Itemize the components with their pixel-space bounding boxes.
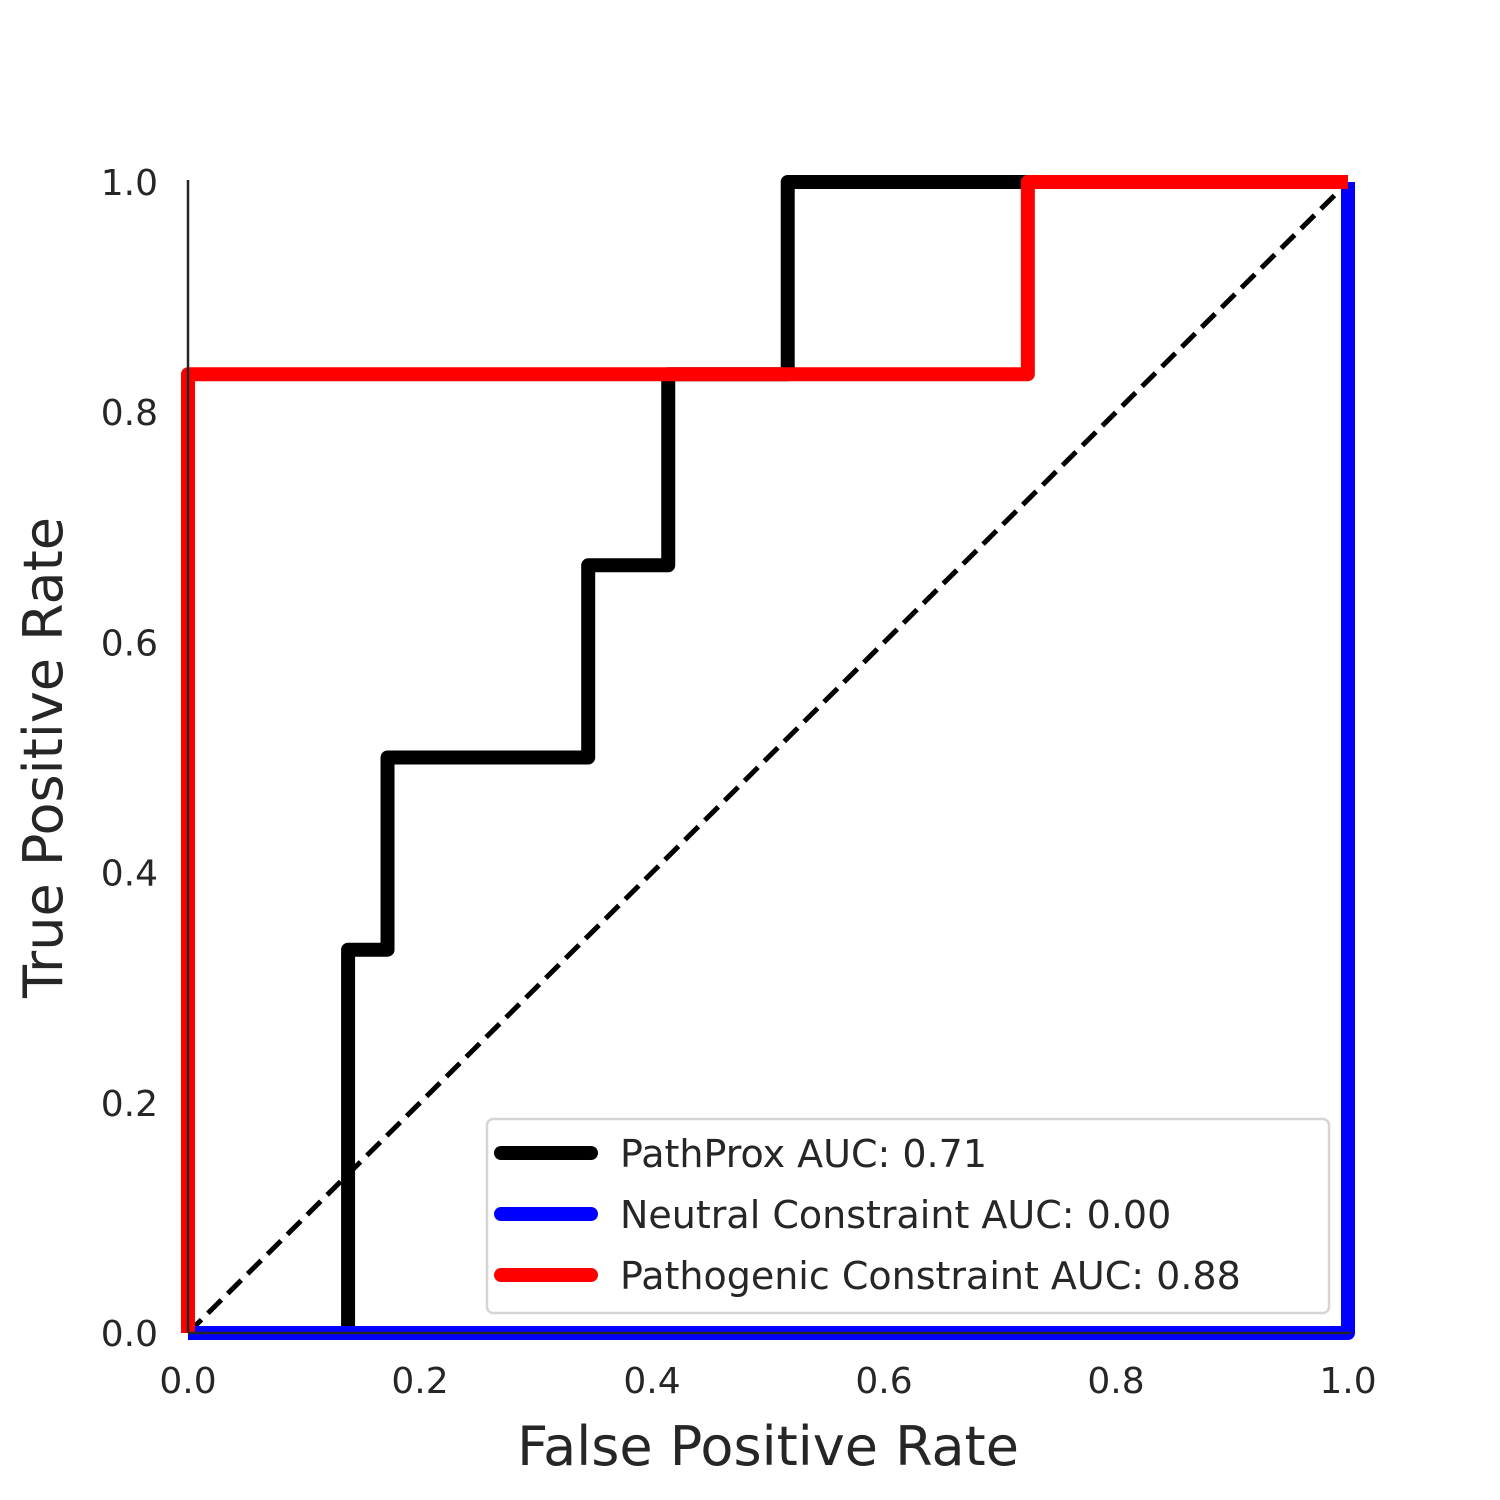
reference-diagonal-line <box>186 180 1350 1335</box>
x-axis-title: False Positive Rate <box>517 1415 1019 1478</box>
series-line-0 <box>341 175 1348 1333</box>
y-tick-label: 0.6 <box>101 623 158 664</box>
legend-label-2: Pathogenic Constraint AUC: 0.88 <box>620 1254 1241 1298</box>
y-tick-label: 0.8 <box>101 393 158 434</box>
y-axis-title: True Positive Rate <box>12 517 75 999</box>
x-tick-label: 0.2 <box>391 1361 448 1402</box>
y-tick-label: 0.2 <box>101 1084 158 1125</box>
y-tick-label: 0.4 <box>101 854 158 895</box>
y-tick-label: 1.0 <box>101 163 158 204</box>
axes <box>186 180 1351 1335</box>
legend-label-1: Neutral Constraint AUC: 0.00 <box>620 1193 1171 1237</box>
x-tick-label: 0.4 <box>623 1361 680 1402</box>
x-tick-label: 0.8 <box>1087 1361 1144 1402</box>
legend-label-0: PathProx AUC: 0.71 <box>620 1132 987 1176</box>
legend-box <box>485 1117 1331 1315</box>
x-tick-label: 1.0 <box>1319 1361 1376 1402</box>
x-tick-label: 0.6 <box>855 1361 912 1402</box>
legend: PathProx AUC: 0.71 Neutral Constraint AUC… <box>485 1117 1331 1315</box>
x-tick-label: 0.0 <box>159 1361 216 1402</box>
y-tick-label: 0.0 <box>101 1314 158 1355</box>
tick-labels: 0.0 0.2 0.4 0.6 0.8 1.0 0.0 0.2 0.4 0.6 0.8 1.0 <box>101 163 1377 1402</box>
